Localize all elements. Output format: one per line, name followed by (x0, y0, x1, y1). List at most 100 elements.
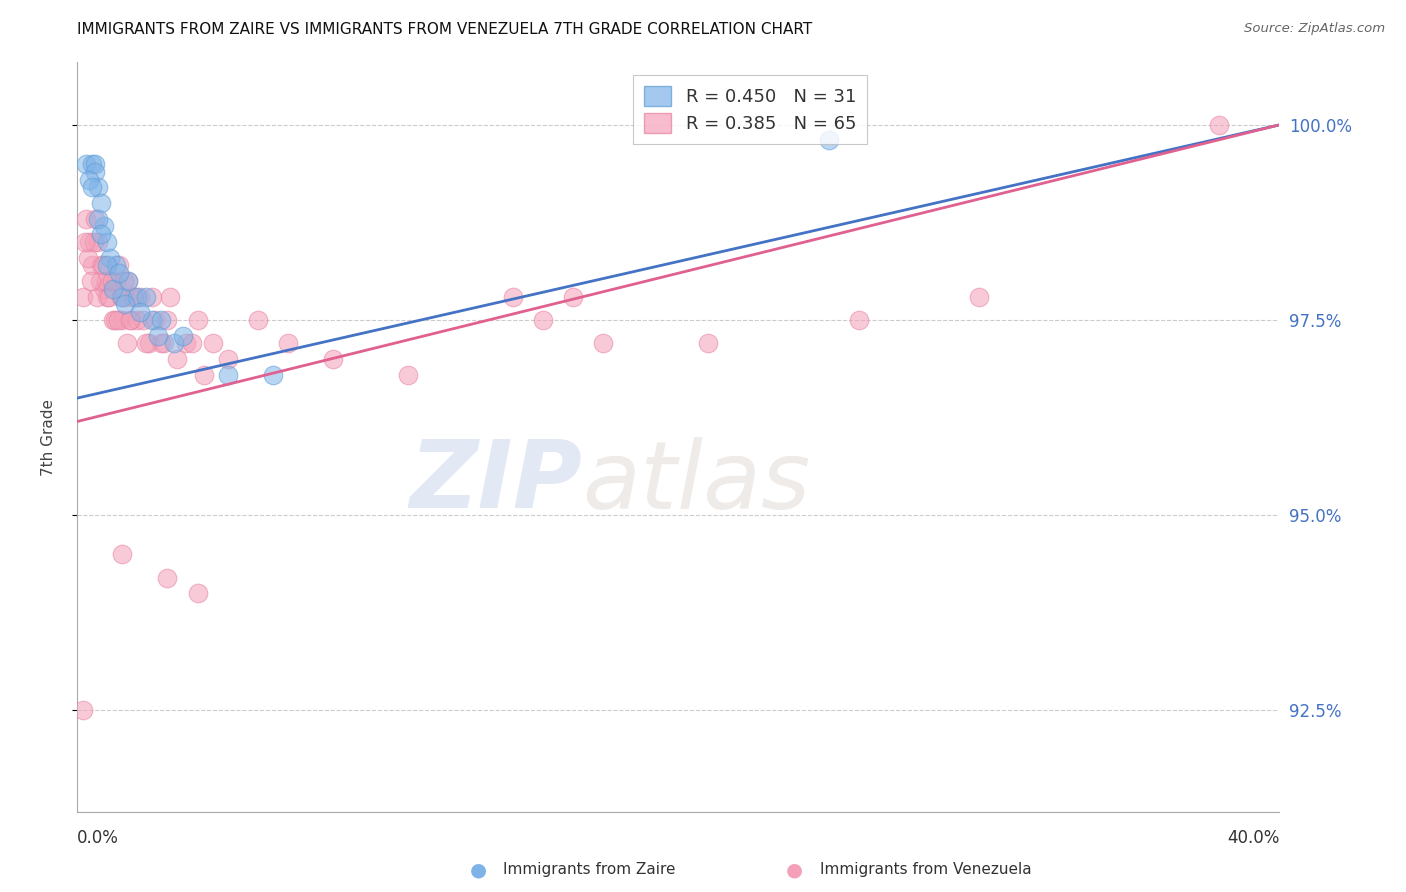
Point (93, 282, 115, 296)
Point (180, 336, 202, 351)
Point (86, 290, 108, 304)
Point (396, 368, 419, 382)
Point (110, 290, 132, 304)
Point (84, 211, 107, 226)
Point (83, 235, 105, 249)
Point (72, 290, 94, 304)
Point (84, 164, 107, 178)
Point (120, 313, 142, 327)
Point (111, 547, 134, 561)
Point (124, 290, 146, 304)
Point (156, 313, 179, 327)
Point (100, 251, 122, 265)
Point (162, 336, 184, 351)
Point (82, 180, 104, 194)
Point (217, 368, 239, 382)
Point (262, 368, 284, 382)
Point (562, 290, 585, 304)
Point (967, 290, 990, 304)
Point (96, 290, 118, 304)
Point (187, 586, 209, 600)
Point (246, 313, 269, 327)
Point (111, 290, 134, 304)
Point (1208, 118, 1230, 132)
Point (817, 133, 839, 147)
Point (82, 258, 104, 272)
Y-axis label: 7th Grade: 7th Grade (42, 399, 56, 475)
Point (150, 313, 173, 327)
Point (127, 313, 149, 327)
Point (117, 274, 139, 288)
Point (107, 313, 129, 327)
Point (217, 351, 239, 366)
Point (94, 274, 117, 288)
Text: ZIP: ZIP (409, 436, 582, 528)
Point (73, 235, 96, 249)
Point (87, 211, 110, 226)
Text: 40.0%: 40.0% (1227, 829, 1279, 847)
Point (90, 195, 112, 210)
Point (90, 258, 112, 272)
Point (118, 313, 141, 327)
Point (91, 258, 114, 272)
Point (145, 313, 167, 327)
Point (104, 313, 127, 327)
Point (848, 313, 870, 327)
Point (105, 258, 128, 272)
Point (322, 351, 344, 366)
Point (89, 274, 111, 288)
Point (193, 368, 215, 382)
Point (129, 305, 152, 319)
Point (153, 336, 176, 351)
Text: ●: ● (470, 860, 486, 880)
Point (105, 274, 128, 288)
Point (114, 297, 136, 311)
Point (156, 570, 179, 584)
Point (141, 290, 163, 304)
Text: 0.0%: 0.0% (77, 829, 120, 847)
Point (93, 219, 115, 234)
Point (114, 290, 136, 304)
Point (138, 336, 160, 351)
Point (103, 313, 125, 327)
Point (108, 258, 131, 272)
Point (531, 313, 554, 327)
Point (108, 266, 131, 280)
Point (135, 290, 157, 304)
Point (148, 328, 170, 343)
Point (82, 157, 104, 171)
Point (201, 336, 224, 351)
Point (592, 336, 614, 351)
Point (122, 290, 145, 304)
Point (187, 313, 209, 327)
Point (174, 336, 197, 351)
Point (97, 290, 120, 304)
Point (87, 180, 110, 194)
Point (115, 336, 138, 351)
Point (80, 274, 103, 288)
Point (75, 157, 97, 171)
Point (84, 157, 107, 171)
Point (166, 351, 188, 366)
Point (79, 235, 101, 249)
Point (172, 328, 194, 343)
Text: Immigrants from Zaire: Immigrants from Zaire (503, 863, 676, 877)
Point (697, 336, 720, 351)
Point (127, 290, 149, 304)
Point (103, 282, 125, 296)
Point (90, 227, 112, 242)
Point (129, 290, 152, 304)
Point (117, 274, 139, 288)
Point (87, 235, 110, 249)
Point (79, 172, 101, 186)
Text: atlas: atlas (582, 436, 810, 527)
Point (75, 211, 97, 226)
Point (141, 313, 163, 327)
Point (159, 290, 181, 304)
Point (101, 274, 124, 288)
Point (112, 274, 135, 288)
Point (150, 336, 173, 351)
Point (502, 290, 524, 304)
Point (72, 703, 94, 717)
Point (96, 235, 118, 249)
